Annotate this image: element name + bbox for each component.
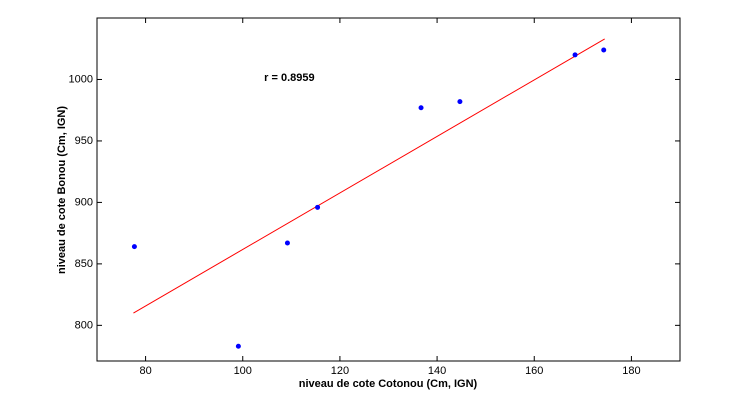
data-point — [572, 52, 578, 58]
data-point — [418, 105, 424, 111]
x-tick-label: 120 — [331, 365, 349, 377]
x-tick-label: 140 — [428, 365, 446, 377]
y-tick-label: 900 — [75, 196, 93, 208]
x-tick-label: 100 — [234, 365, 252, 377]
x-axis-label: niveau de cote Cotonou (Cm, IGN) — [299, 378, 478, 390]
plot-frame — [96, 17, 681, 362]
data-point — [315, 204, 321, 210]
x-tick-label: 180 — [622, 365, 640, 377]
y-tick-label: 1000 — [69, 73, 93, 85]
y-tick-label: 950 — [75, 135, 93, 147]
data-point — [131, 244, 137, 250]
y-tick-label: 800 — [75, 319, 93, 331]
data-point — [235, 343, 241, 349]
y-tick-label: 850 — [75, 258, 93, 270]
y-axis-label: niveau de cote Bonou (Cm, IGN) — [56, 106, 68, 274]
x-tick-label: 80 — [139, 365, 151, 377]
data-point — [284, 240, 290, 246]
data-point — [457, 99, 463, 105]
x-tick-label: 160 — [525, 365, 543, 377]
annotation: r = 0.8959 — [264, 72, 314, 84]
fit-line — [133, 38, 605, 314]
data-point — [601, 47, 607, 53]
